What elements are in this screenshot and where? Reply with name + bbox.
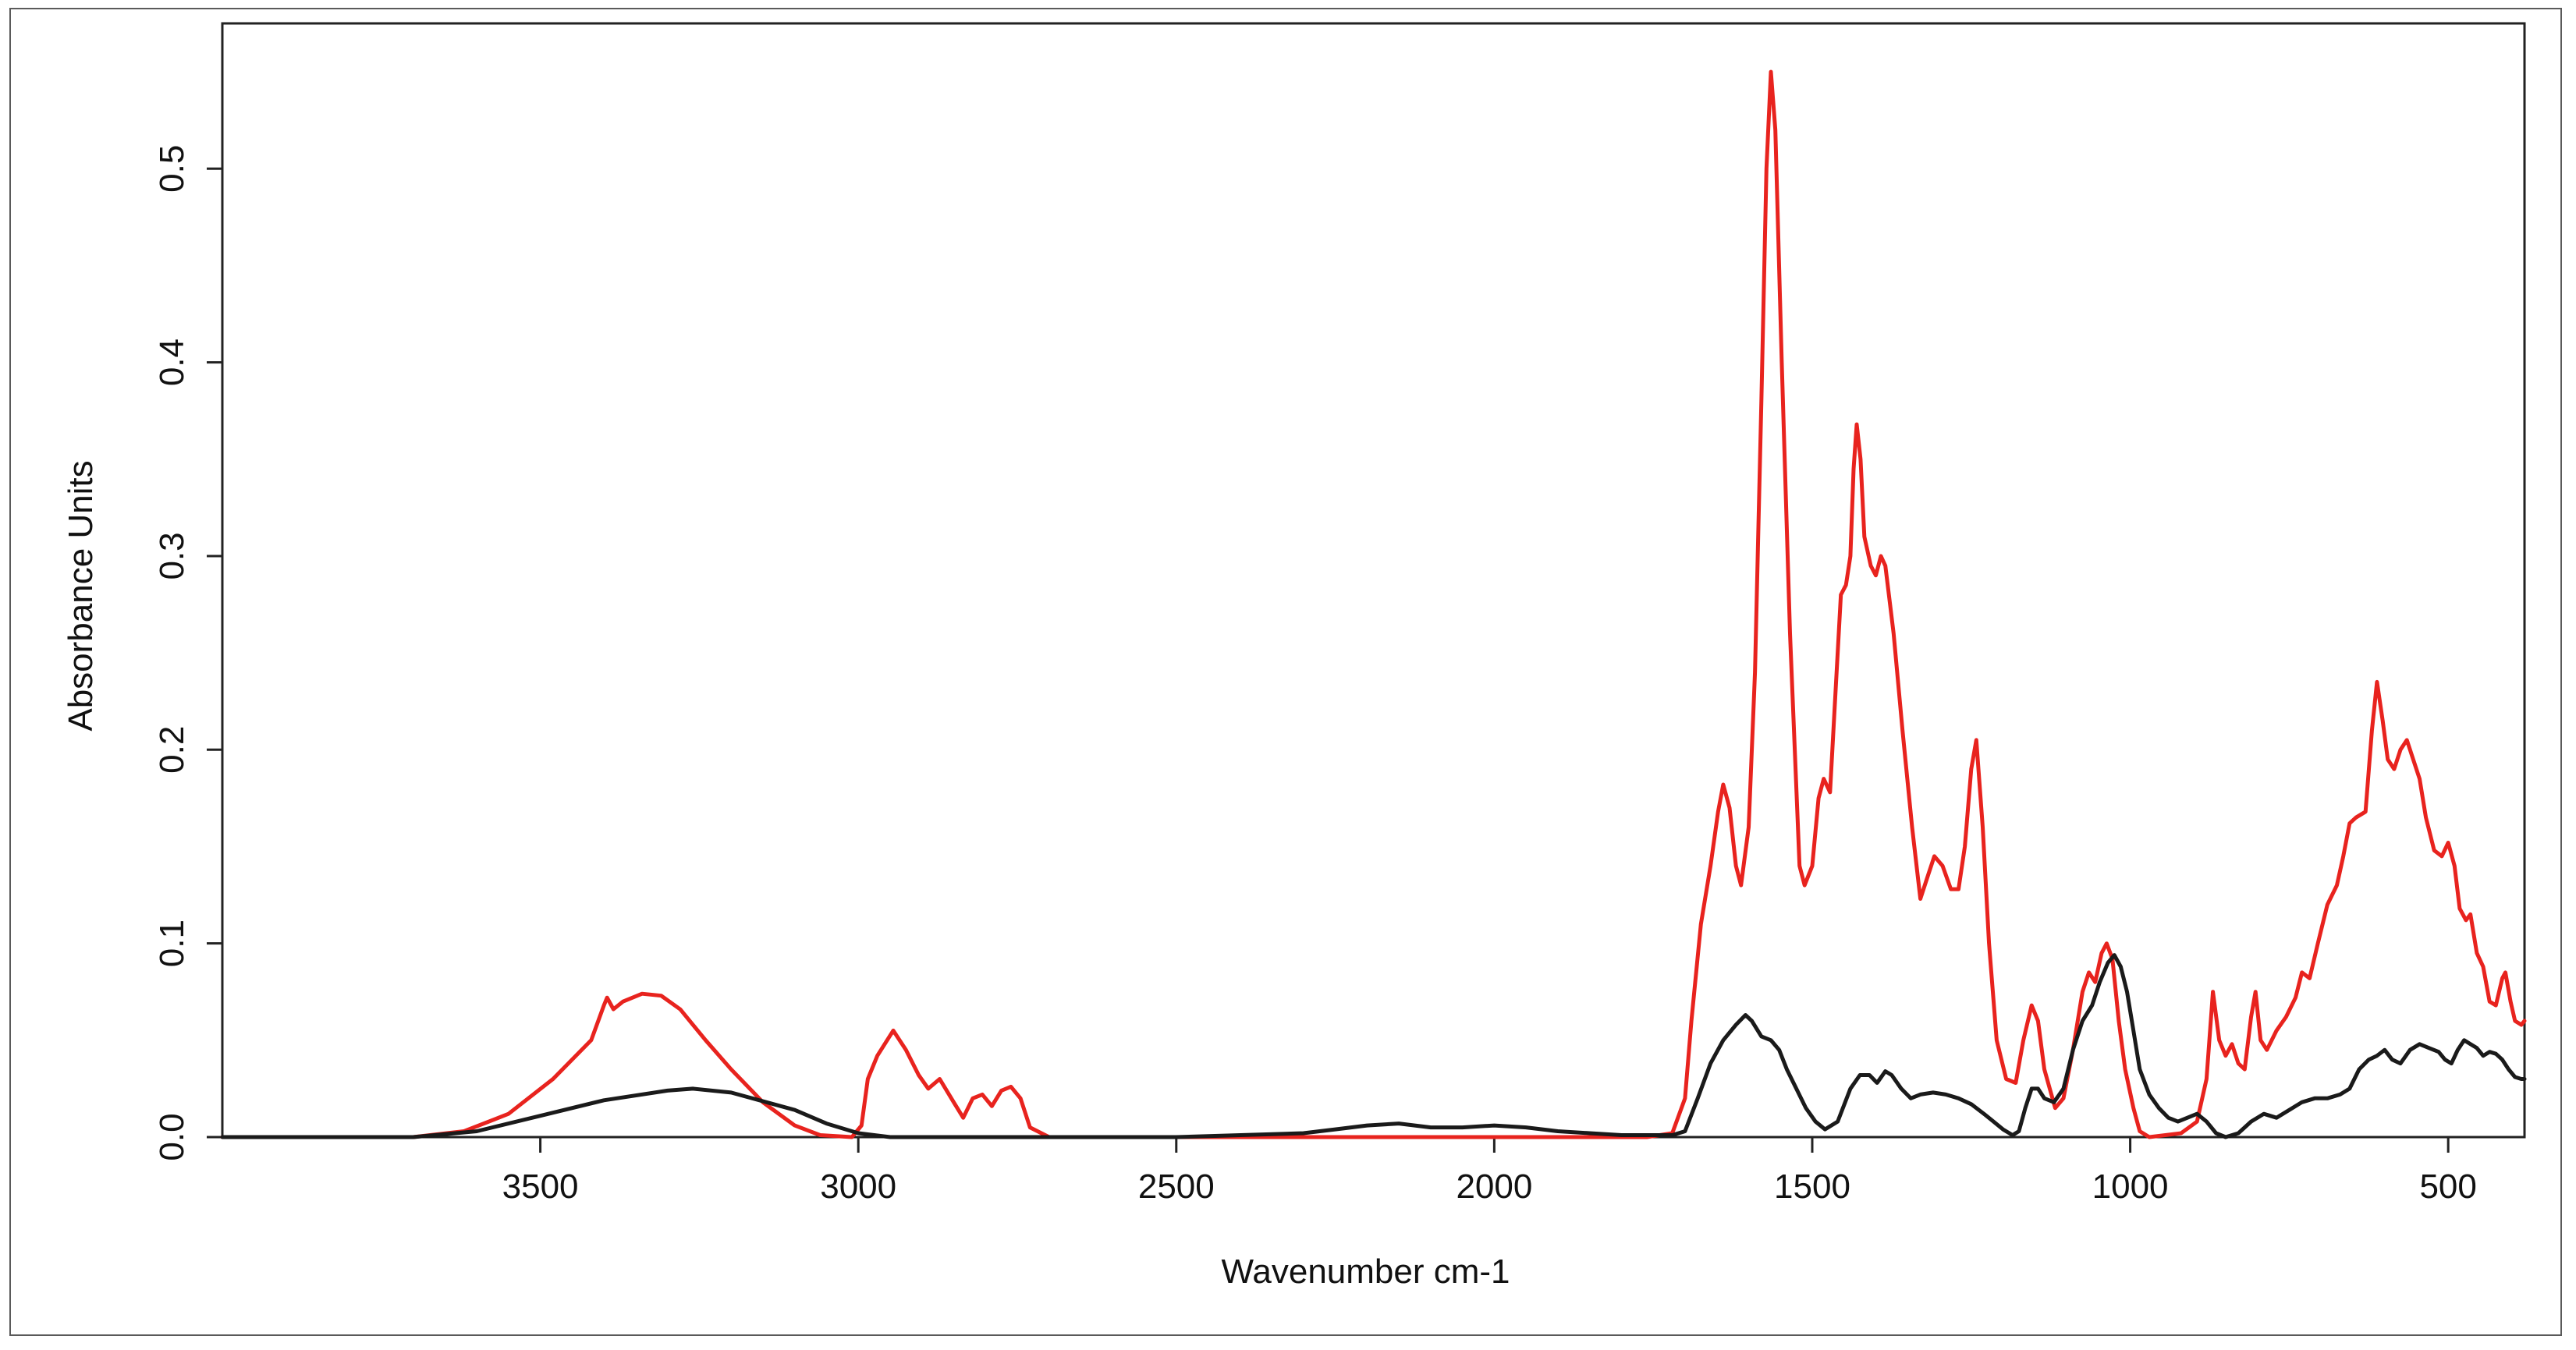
y-tick-label: 0.0 — [153, 1113, 191, 1160]
x-tick-label: 3500 — [502, 1168, 579, 1206]
series-line-1 — [220, 69, 2527, 1139]
x-tick-label: 2500 — [1138, 1168, 1215, 1206]
plot-area — [221, 22, 2526, 1139]
series-line-2 — [220, 953, 2527, 1139]
x-axis-title: Wavenumber cm-1 — [1221, 1253, 1510, 1291]
x-tick-label: 3000 — [820, 1168, 896, 1206]
y-tick-label: 0.4 — [153, 338, 191, 386]
x-tick-label: 500 — [2419, 1168, 2476, 1206]
y-tick-label: 0.3 — [153, 532, 191, 579]
y-tick-label: 0.5 — [153, 145, 191, 193]
y-tick-label: 0.2 — [153, 726, 191, 774]
y-tick-label: 0.1 — [153, 919, 191, 967]
y-axis-title: Absorbance Units — [62, 460, 100, 731]
x-tick-label: 2000 — [1456, 1168, 1532, 1206]
plot-border — [221, 22, 2526, 1139]
series-group — [220, 69, 2527, 1139]
x-tick-label: 1000 — [2092, 1168, 2169, 1206]
x-axis-ticks: 3500 3000 2500 2000 1500 1000 500 — [502, 1137, 2477, 1206]
x-tick-label: 1500 — [1774, 1168, 1850, 1206]
y-axis-ticks: 0.0 0.1 0.2 0.3 0.4 0.5 — [153, 145, 222, 1161]
